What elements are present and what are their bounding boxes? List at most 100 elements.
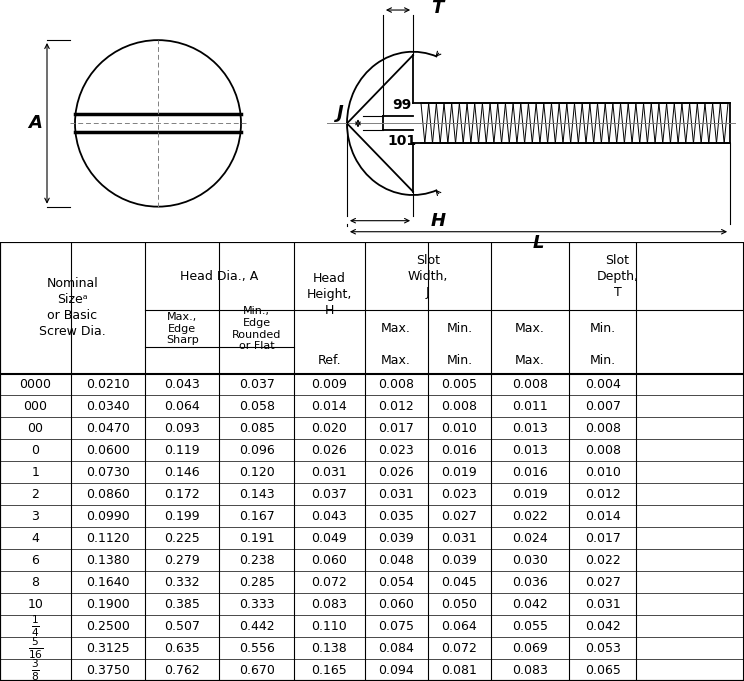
Text: 0.146: 0.146 — [164, 466, 200, 479]
Text: 0.031: 0.031 — [585, 598, 620, 611]
Text: 0.008: 0.008 — [585, 444, 620, 457]
Text: 0.045: 0.045 — [441, 575, 478, 588]
Text: 0.039: 0.039 — [441, 554, 478, 567]
Text: Max.: Max. — [515, 354, 545, 367]
Text: 0.0990: 0.0990 — [86, 510, 129, 523]
Text: J: J — [336, 104, 344, 123]
Text: 0.119: 0.119 — [164, 444, 200, 457]
Text: 0.1900: 0.1900 — [86, 598, 129, 611]
Text: 0.022: 0.022 — [512, 510, 548, 523]
Text: 0.009: 0.009 — [311, 378, 347, 391]
Text: 0.199: 0.199 — [164, 510, 200, 523]
Text: 0.019: 0.019 — [441, 466, 478, 479]
Text: 6: 6 — [31, 554, 39, 567]
Text: 0.048: 0.048 — [378, 554, 414, 567]
Text: 0.083: 0.083 — [311, 598, 347, 611]
Text: H: H — [431, 212, 446, 229]
Text: 0.635: 0.635 — [164, 642, 200, 654]
Text: 0.279: 0.279 — [164, 554, 200, 567]
Text: 0.064: 0.064 — [164, 400, 200, 413]
Text: 0.037: 0.037 — [311, 488, 347, 501]
Text: 0.035: 0.035 — [378, 510, 414, 523]
Text: 0.0600: 0.0600 — [86, 444, 129, 457]
Text: 0.017: 0.017 — [585, 532, 620, 545]
Text: 0.385: 0.385 — [164, 598, 200, 611]
Text: Max.: Max. — [515, 322, 545, 335]
Text: 0.013: 0.013 — [512, 444, 548, 457]
Text: 0.065: 0.065 — [585, 663, 620, 676]
Text: 0.075: 0.075 — [378, 620, 414, 633]
Text: 0.008: 0.008 — [585, 422, 620, 435]
Text: 99: 99 — [392, 98, 411, 112]
Text: 0.010: 0.010 — [441, 422, 478, 435]
Text: 0.081: 0.081 — [441, 663, 478, 676]
Text: 0.037: 0.037 — [239, 378, 275, 391]
Text: 0.072: 0.072 — [441, 642, 478, 654]
Text: 0.014: 0.014 — [585, 510, 620, 523]
Text: 10: 10 — [28, 598, 43, 611]
Text: 0.013: 0.013 — [512, 422, 548, 435]
Text: Slot
Width,
J: Slot Width, J — [408, 253, 448, 298]
Text: 0.042: 0.042 — [512, 598, 548, 611]
Text: T: T — [431, 0, 443, 17]
Text: $\mathregular{\frac{3}{8}}$: $\mathregular{\frac{3}{8}}$ — [31, 657, 39, 681]
Text: 2: 2 — [31, 488, 39, 501]
Text: 0.0340: 0.0340 — [86, 400, 129, 413]
Text: Slot
Depth,
T: Slot Depth, T — [597, 253, 638, 298]
Text: 0.031: 0.031 — [378, 488, 414, 501]
Text: 0.084: 0.084 — [378, 642, 414, 654]
Text: 0.012: 0.012 — [585, 488, 620, 501]
Text: 0.007: 0.007 — [585, 400, 620, 413]
Text: 0.023: 0.023 — [378, 444, 414, 457]
Text: 0.3750: 0.3750 — [86, 663, 129, 676]
Text: 0.556: 0.556 — [239, 642, 275, 654]
Text: Ref.: Ref. — [318, 354, 341, 367]
Text: 0.507: 0.507 — [164, 620, 200, 633]
Text: Min.,
Edge
Rounded
or Flat: Min., Edge Rounded or Flat — [232, 306, 281, 351]
Text: Nominal
Sizeᵃ
or Basic
Screw Dia.: Nominal Sizeᵃ or Basic Screw Dia. — [39, 277, 106, 338]
Text: 0.058: 0.058 — [239, 400, 275, 413]
Text: Head
Height,
H: Head Height, H — [307, 272, 352, 317]
Text: 0.020: 0.020 — [311, 422, 347, 435]
Text: 0.010: 0.010 — [585, 466, 620, 479]
Text: 0.167: 0.167 — [239, 510, 275, 523]
Text: Min.: Min. — [589, 322, 616, 335]
Text: 0.049: 0.049 — [311, 532, 347, 545]
Text: 0.019: 0.019 — [512, 488, 548, 501]
Text: 0.039: 0.039 — [378, 532, 414, 545]
Text: 000: 000 — [23, 400, 48, 413]
Text: 0.054: 0.054 — [378, 575, 414, 588]
Text: 8: 8 — [31, 575, 39, 588]
Text: 0.053: 0.053 — [585, 642, 620, 654]
Text: 0.165: 0.165 — [311, 663, 347, 676]
Text: 0.031: 0.031 — [311, 466, 347, 479]
Text: 4: 4 — [31, 532, 39, 545]
Text: 0.225: 0.225 — [164, 532, 200, 545]
Text: 0.011: 0.011 — [512, 400, 548, 413]
Text: 0.332: 0.332 — [164, 575, 200, 588]
Text: 0.008: 0.008 — [441, 400, 478, 413]
Text: 0.333: 0.333 — [239, 598, 275, 611]
Text: 0.016: 0.016 — [512, 466, 548, 479]
Text: 0.3125: 0.3125 — [86, 642, 129, 654]
Text: 0.670: 0.670 — [239, 663, 275, 676]
Text: 0.031: 0.031 — [441, 532, 478, 545]
Text: L: L — [533, 234, 545, 252]
Text: 0.285: 0.285 — [239, 575, 275, 588]
Text: 0.093: 0.093 — [164, 422, 200, 435]
Text: 0.060: 0.060 — [311, 554, 347, 567]
Text: 0.024: 0.024 — [512, 532, 548, 545]
Text: Min.: Min. — [589, 354, 616, 367]
Text: 0.008: 0.008 — [512, 378, 548, 391]
Text: 0.027: 0.027 — [585, 575, 620, 588]
Text: $\mathregular{\frac{1}{4}}$: $\mathregular{\frac{1}{4}}$ — [31, 614, 39, 639]
Text: $\mathregular{\frac{5}{16}}$: $\mathregular{\frac{5}{16}}$ — [28, 635, 43, 661]
Text: Head Dia., A: Head Dia., A — [180, 270, 259, 283]
Text: 0: 0 — [31, 444, 39, 457]
Text: 0.014: 0.014 — [311, 400, 347, 413]
Text: 0.0860: 0.0860 — [86, 488, 129, 501]
Text: 0.064: 0.064 — [441, 620, 478, 633]
Text: Min.: Min. — [446, 354, 472, 367]
Text: 0.022: 0.022 — [585, 554, 620, 567]
Text: 0.069: 0.069 — [512, 642, 548, 654]
